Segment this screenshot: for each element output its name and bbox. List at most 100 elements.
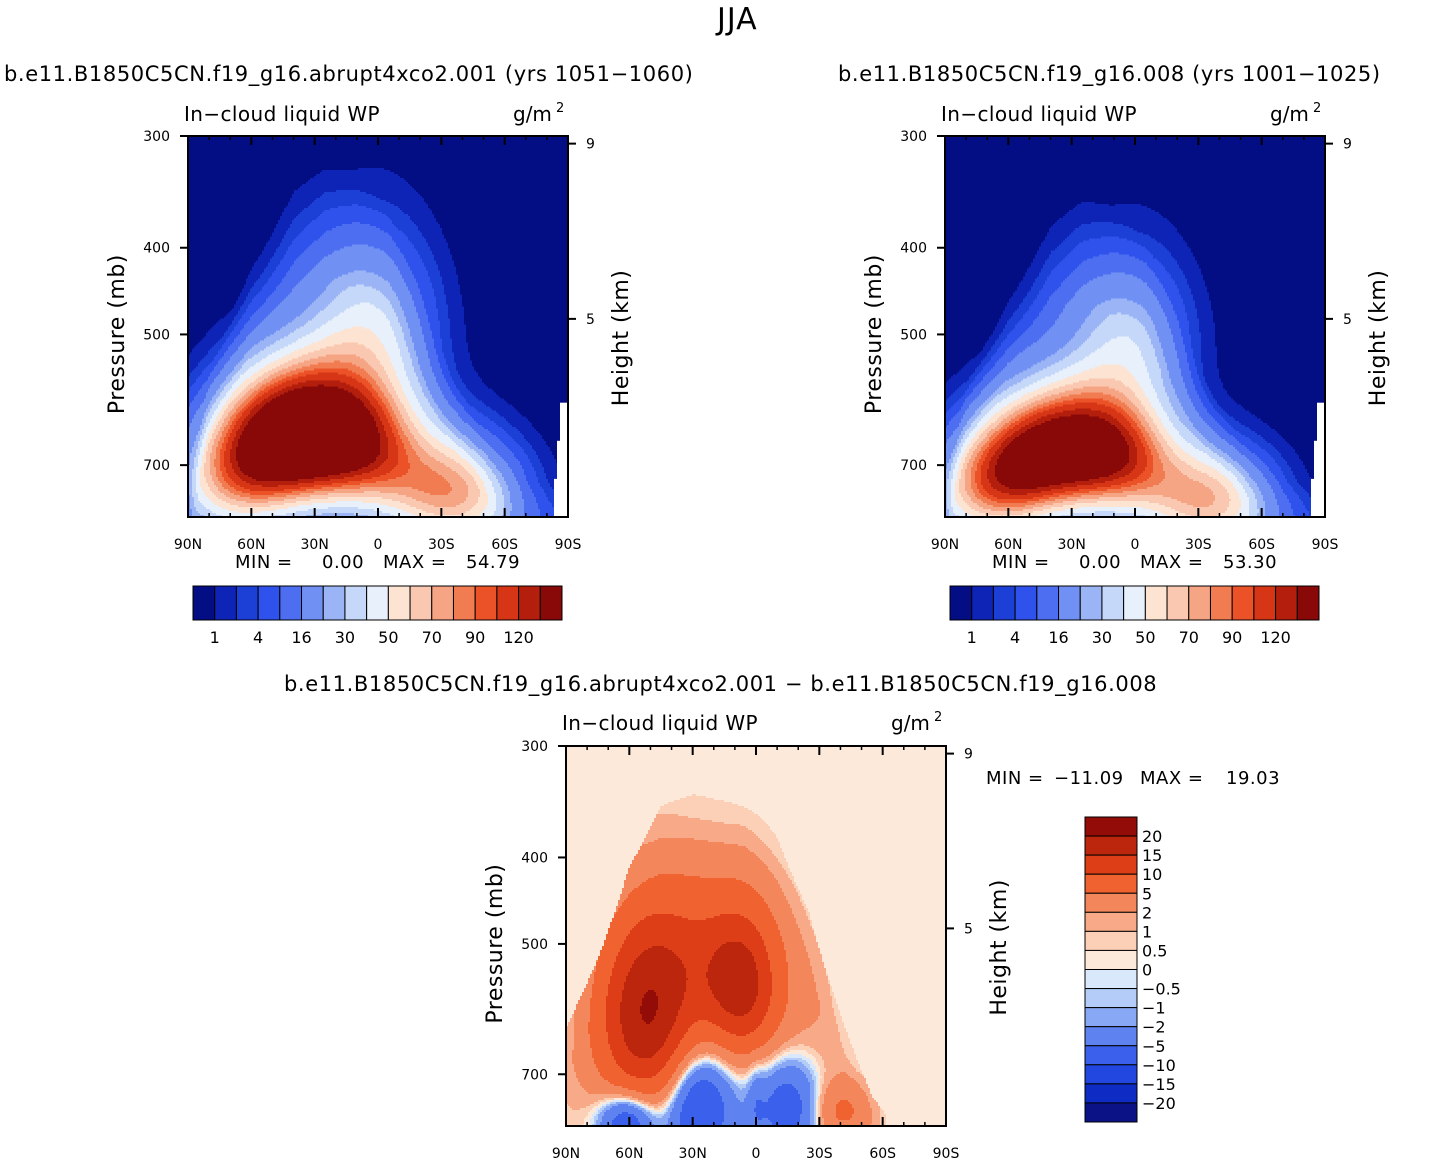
- x-tick-label: 30N: [1058, 537, 1086, 553]
- right-tick-label: 9: [586, 137, 595, 153]
- y-tick-label: 500: [521, 937, 548, 953]
- x-tick-label: 30N: [679, 1146, 707, 1162]
- panel-control-field-label: In−cloud liquid WP: [941, 102, 1137, 126]
- colorbar-swatch: [1084, 873, 1138, 894]
- panel-abrupt4xco2-missing-data: [554, 402, 568, 517]
- right-tick-label: 5: [586, 312, 595, 328]
- x-tick-label: 30S: [1185, 537, 1212, 553]
- x-tick-label: 30S: [806, 1146, 833, 1162]
- panel-abrupt4xco2-max-label: MAX =: [383, 552, 446, 573]
- colorbar-swatch: [949, 585, 973, 621]
- panel-control-axes: 90N 60N 30N 0 30S 60S 90S 300 400 500 700 9 5 Pressur…: [862, 101, 1391, 573]
- panel-difference-field: [566, 746, 947, 1127]
- colorbar-swatch: [1101, 585, 1125, 621]
- panel-control-field: [945, 136, 1326, 518]
- colorbar-label: 15: [1142, 846, 1162, 865]
- colorbar-label: 1: [210, 628, 220, 647]
- colorbar-swatch: [344, 585, 368, 621]
- panel-abrupt4xco2-min-label: MIN =: [235, 552, 293, 573]
- colorbar-swatch: [1084, 835, 1138, 856]
- colorbar-label: −10: [1142, 1056, 1176, 1075]
- colorbar-swatch: [322, 585, 346, 621]
- panel-abrupt4xco2-units-exponent: 2: [556, 101, 564, 116]
- colorbar-swatch: [452, 585, 476, 621]
- panel-control-min-value: 0.00: [1079, 552, 1121, 573]
- x-tick-label: 90N: [931, 537, 959, 553]
- colorbar-label: 1: [967, 628, 977, 647]
- panel-difference-max-value: 19.03: [1226, 768, 1280, 789]
- colorbar-swatch: [496, 585, 520, 621]
- panel-abrupt4xco2-field: [188, 136, 569, 518]
- colorbar-swatch: [1084, 988, 1138, 1009]
- colorbar-label: 50: [1135, 628, 1155, 647]
- colorbar-label: 0.5: [1142, 941, 1167, 960]
- figure-title: JJA: [717, 2, 758, 37]
- panel-control-units-exponent: 2: [1313, 101, 1321, 116]
- colorbar-swatch: [971, 585, 994, 621]
- panel-abrupt4xco2-units: g/m: [513, 102, 552, 126]
- colorbar-label: 30: [1092, 628, 1112, 647]
- colorbar-swatch: [214, 585, 237, 621]
- colorbar-swatch: [1084, 892, 1138, 913]
- x-tick-label: 60N: [994, 537, 1022, 553]
- right-tick-label: 9: [964, 747, 973, 763]
- panel-control-max-value: 53.30: [1223, 552, 1277, 573]
- colorbar-swatch: [518, 585, 541, 621]
- colorbar-swatch: [366, 585, 389, 621]
- colorbar-swatch: [409, 585, 433, 621]
- colorbar-swatch: [279, 585, 303, 621]
- colorbar-label: 16: [291, 628, 311, 647]
- colorbar-label: 2: [1142, 903, 1152, 922]
- panel-difference-max-label: MAX =: [1140, 768, 1203, 789]
- colorbar-swatch: [192, 585, 216, 621]
- colorbar-swatch: [1084, 1102, 1138, 1123]
- colorbar-label: 10: [1142, 865, 1162, 884]
- panel-abrupt4xco2-axes: 90N 60N 30N 0 30S 60S 90S 300 400 500 700 9 5 Pressur…: [105, 101, 634, 573]
- y-tick-label: 300: [900, 129, 927, 145]
- x-tick-label: 0: [1131, 537, 1140, 553]
- colorbar-label: 50: [378, 628, 398, 647]
- colorbar-swatch: [1209, 585, 1233, 621]
- panel-difference-min-value: −11.09: [1054, 768, 1124, 789]
- y-tick-label: 300: [521, 739, 548, 755]
- right-tick-label: 9: [1343, 137, 1352, 153]
- y-tick-label: 300: [143, 129, 170, 145]
- colorbar-swatch: [1036, 585, 1060, 621]
- colorbar-label: −5: [1142, 1037, 1166, 1056]
- panel-control-units: g/m: [1270, 102, 1309, 126]
- colorbar-swatch: [1123, 585, 1146, 621]
- x-tick-label: 90N: [552, 1146, 580, 1162]
- colorbar-swatch: [301, 585, 324, 621]
- panel-abrupt4xco2-right-label: Height (km): [609, 270, 634, 407]
- y-tick-label: 700: [143, 458, 170, 474]
- panel-control-ylabel: Pressure (mb): [862, 254, 887, 414]
- colorbar-swatch: [1275, 585, 1298, 621]
- colorbar-swatch: [1144, 585, 1168, 621]
- colorbar-swatch: [1058, 585, 1081, 621]
- colorbar-swatch: [1253, 585, 1277, 621]
- colorbar-swatch: [1084, 1083, 1138, 1104]
- x-tick-label: 30S: [428, 537, 455, 553]
- panel-difference-units-exponent: 2: [934, 710, 942, 725]
- colorbar-swatch: [1084, 1045, 1138, 1066]
- colorbar-label: 20: [1142, 827, 1162, 846]
- colorbar-label: 70: [422, 628, 442, 647]
- colorbar-swatch: [235, 585, 259, 621]
- colorbar-swatch: [1084, 969, 1138, 990]
- colorbar-label: 4: [253, 628, 263, 647]
- x-tick-label: 60S: [869, 1146, 896, 1162]
- panel-control-colorbar: 1 4 16 30 50 70 90 120: [949, 585, 1320, 647]
- difference-title: b.e11.B1850C5CN.f19_g16.abrupt4xco2.001 …: [284, 672, 1158, 696]
- panel1-case-label: b.e11.B1850C5CN.f19_g16.abrupt4xco2.001 …: [4, 62, 694, 86]
- right-tick-label: 5: [1343, 312, 1352, 328]
- x-tick-label: 90S: [933, 1146, 960, 1162]
- colorbar-swatch: [539, 585, 563, 621]
- colorbar-swatch: [1231, 585, 1255, 621]
- panel-abrupt4xco2-field-label: In−cloud liquid WP: [184, 102, 380, 126]
- x-tick-label: 30N: [301, 537, 329, 553]
- y-tick-label: 700: [521, 1067, 548, 1083]
- colorbar-label: −2: [1142, 1018, 1166, 1037]
- colorbar-label: 90: [465, 628, 485, 647]
- colorbar-swatch: [387, 585, 411, 621]
